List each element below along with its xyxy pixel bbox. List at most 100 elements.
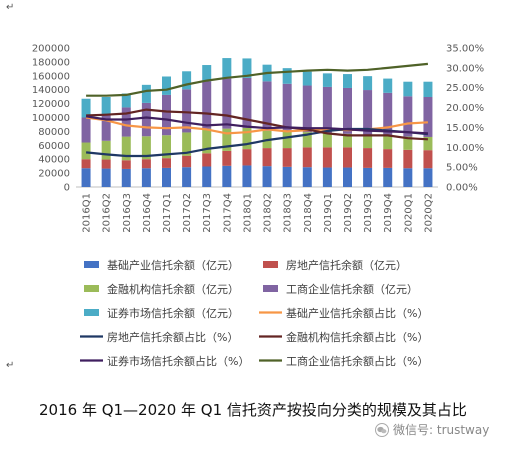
x-tick-label: 2018Q1 bbox=[242, 193, 253, 233]
chart-caption: 2016 年 Q1—2020 年 Q1 信托资产按投向分类的规模及其占比 bbox=[39, 401, 467, 419]
bar-securities bbox=[242, 58, 252, 78]
bar-industrial bbox=[121, 107, 131, 137]
legend-swatch bbox=[84, 261, 99, 268]
chart-area: 0 20000 40000 60000 80000 100000 120000 140000 1… bbox=[32, 44, 484, 369]
y-tick-label: 160000 bbox=[32, 71, 70, 82]
y2-tick-label: 5.00% bbox=[446, 163, 478, 174]
bar-financial bbox=[101, 140, 111, 160]
bar-industrial bbox=[141, 102, 151, 137]
legend-label: 房地产信托余额（亿元） bbox=[286, 258, 407, 272]
legend-label: 证券市场信托余额占比（%） bbox=[107, 354, 249, 368]
y2-tick-label: 25.00% bbox=[446, 83, 484, 94]
bar-realestate bbox=[423, 150, 433, 169]
legend-label: 工商企业信托余额（亿元） bbox=[286, 282, 418, 296]
bar-securities bbox=[282, 68, 292, 84]
bar-base bbox=[81, 168, 91, 187]
bar-base bbox=[322, 167, 332, 187]
y2-tick-label: 0.00% bbox=[446, 183, 478, 194]
x-tick-label: 2019Q1 bbox=[323, 193, 334, 233]
watermark: 微信号: trustway bbox=[375, 421, 489, 438]
bar-securities bbox=[222, 58, 232, 79]
bar-realestate bbox=[222, 150, 232, 166]
bar-securities bbox=[322, 73, 332, 87]
bar-base bbox=[202, 166, 212, 187]
bar-realestate bbox=[182, 155, 192, 168]
x-tick-label: 2020Q2 bbox=[423, 193, 434, 233]
bar-securities bbox=[423, 81, 433, 97]
bar-financial bbox=[383, 135, 393, 150]
bar-base bbox=[363, 167, 373, 187]
bar-base bbox=[222, 165, 232, 187]
bar-realestate bbox=[141, 159, 151, 169]
bar-base bbox=[403, 168, 413, 187]
x-tick-label: 2020Q1 bbox=[403, 193, 414, 233]
legend-label: 证券市场信托余额（亿元） bbox=[107, 306, 239, 320]
bar-securities bbox=[363, 76, 373, 91]
y-tick-label: 60000 bbox=[38, 141, 70, 152]
bar-base bbox=[383, 167, 393, 187]
bar-industrial bbox=[101, 114, 111, 141]
x-tick-label: 2016Q2 bbox=[102, 193, 113, 233]
legend-label: 金融机构信托余额（亿元） bbox=[107, 282, 239, 296]
bar-realestate bbox=[302, 147, 312, 168]
legend-label: 金融机构信托余额占比（%） bbox=[286, 330, 428, 344]
bar-financial bbox=[182, 132, 192, 156]
x-tick-label: 2017Q3 bbox=[202, 193, 213, 233]
bar-securities bbox=[343, 74, 352, 88]
bar-securities bbox=[302, 71, 312, 86]
line-industrial-share bbox=[86, 62, 429, 97]
bar-realestate bbox=[242, 149, 252, 166]
bar-securities bbox=[121, 93, 131, 108]
legend-label: 房地产信托余额占比（%） bbox=[107, 330, 238, 344]
bar-industrial bbox=[242, 77, 252, 128]
x-tick-label: 2018Q4 bbox=[303, 193, 314, 233]
paragraph-mark-bottom: ↵ bbox=[6, 360, 15, 371]
bar-industrial bbox=[302, 85, 312, 133]
x-tick-label: 2017Q4 bbox=[222, 193, 233, 233]
bar-industrial bbox=[282, 83, 292, 132]
bar-realestate bbox=[81, 159, 91, 169]
bar-securities bbox=[141, 84, 151, 103]
y-tick-label: 100000 bbox=[32, 113, 70, 124]
bar-financial bbox=[202, 128, 212, 154]
bar-realestate bbox=[282, 148, 292, 167]
bar-base bbox=[302, 167, 312, 187]
bar-industrial bbox=[202, 81, 212, 129]
y2-tick-label: 30.00% bbox=[446, 63, 484, 74]
bar-financial bbox=[242, 127, 252, 150]
bar-financial bbox=[282, 131, 292, 149]
bar-industrial bbox=[363, 90, 373, 135]
bar-industrial bbox=[423, 96, 433, 137]
legend-swatch bbox=[84, 309, 99, 316]
bar-financial bbox=[343, 133, 352, 148]
bar-realestate bbox=[101, 159, 111, 169]
bar-securities bbox=[81, 98, 91, 118]
bar-financial bbox=[363, 134, 373, 149]
x-tick-label: 2019Q3 bbox=[363, 193, 374, 233]
y-tick-label: 40000 bbox=[38, 155, 70, 166]
bar-realestate bbox=[403, 149, 413, 169]
y2-tick-label: 10.00% bbox=[446, 143, 484, 154]
x-tick-label: 2017Q1 bbox=[162, 193, 173, 233]
bar-financial bbox=[322, 133, 332, 148]
bar-securities bbox=[162, 76, 171, 95]
x-tick-label: 2016Q3 bbox=[122, 193, 133, 233]
line-securities-share bbox=[85, 115, 428, 135]
bar-base bbox=[162, 167, 171, 187]
x-tick-label: 2019Q2 bbox=[343, 193, 354, 233]
bar-base bbox=[343, 167, 352, 187]
legend-label: 基础产业信托余额占比（%） bbox=[286, 306, 428, 320]
bar-realestate bbox=[202, 153, 212, 167]
legend-swatch bbox=[263, 261, 278, 268]
bar-financial bbox=[423, 136, 433, 151]
bar-financial bbox=[162, 135, 171, 159]
y-tick-label: 140000 bbox=[32, 85, 70, 96]
bar-base bbox=[121, 168, 131, 187]
bar-realestate bbox=[322, 147, 332, 168]
bar-industrial bbox=[222, 78, 232, 129]
bar-industrial bbox=[262, 81, 272, 131]
bar-financial bbox=[403, 136, 413, 150]
bar-financial bbox=[222, 128, 232, 151]
bar-base bbox=[182, 167, 192, 187]
legend-label: 工商企业信托余额占比（%） bbox=[286, 354, 428, 368]
